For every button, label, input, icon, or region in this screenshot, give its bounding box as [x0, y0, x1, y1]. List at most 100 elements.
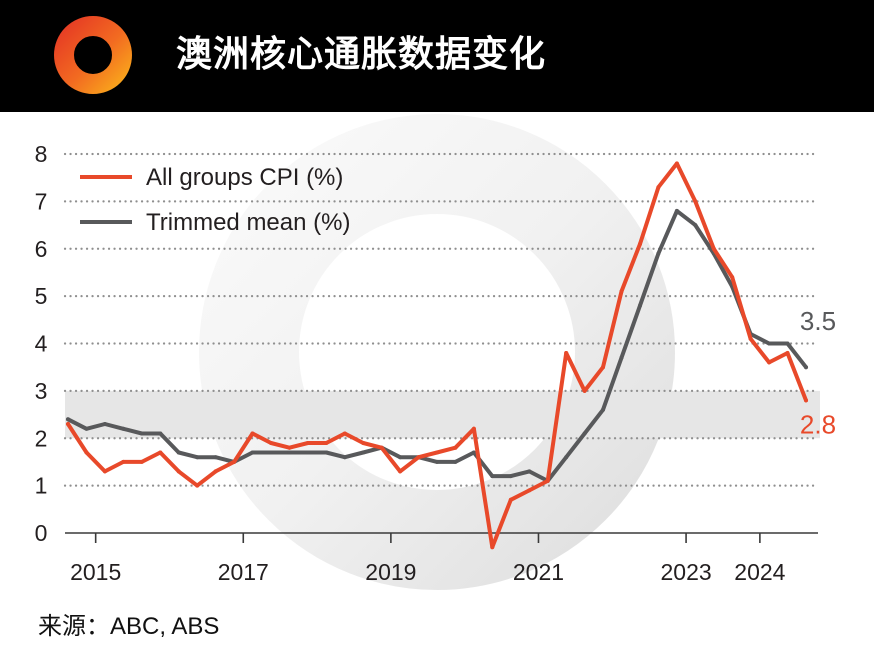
- grid-layer: [63, 152, 820, 487]
- all-groups-cpi-point: [324, 441, 329, 445]
- trimmed-mean-point: [582, 431, 587, 436]
- all-groups-cpi-point: [416, 455, 421, 460]
- all-groups-cpi-point: [435, 450, 439, 455]
- y-tick-label: 2: [35, 425, 48, 451]
- all-groups-cpi-point: [379, 445, 384, 450]
- trimmed-mean-point: [453, 459, 458, 464]
- trimmed-mean-point: [527, 469, 532, 474]
- all-groups-cpi-point: [711, 246, 716, 251]
- all-groups-cpi-point: [176, 469, 181, 474]
- all-groups-cpi-point: [674, 161, 679, 166]
- trimmed-mean-point: [213, 455, 218, 460]
- trimmed-mean-point: [84, 426, 89, 431]
- page-title: 澳洲核心通胀数据变化: [176, 34, 547, 75]
- y-tick-label: 3: [35, 378, 48, 404]
- trimmed-mean-point: [490, 474, 495, 479]
- trimmed-mean-point: [785, 341, 790, 346]
- all-groups-cpi-point: [804, 398, 808, 403]
- trimmed-mean-point: [158, 431, 163, 436]
- label-layer: 0 1 2 3 4 5 6 7 8 2015 2017 2019 2021 2023 2024 3.5 2.8: [35, 141, 836, 585]
- all-groups-cpi-point: [66, 422, 70, 426]
- all-groups-cpi-point: [527, 488, 532, 493]
- all-groups-cpi-point: [564, 351, 569, 355]
- x-tick-label: 2023: [660, 559, 711, 585]
- y-tick-label: 8: [35, 141, 48, 167]
- trimmed-mean-point: [804, 365, 808, 370]
- all-groups-cpi-point: [785, 351, 790, 355]
- y-tick-label: 5: [35, 283, 48, 309]
- all-groups-cpi-point: [139, 459, 144, 464]
- trimmed-mean-point: [195, 455, 200, 460]
- y-tick-label: 4: [35, 331, 48, 357]
- trimmed-mean-end-label: 3.5: [800, 306, 836, 336]
- all-groups-cpi-point: [619, 289, 624, 294]
- inflation-chart: All groups CPI (%) Trimmed mean (%) 0 1 2 3 4…: [35, 114, 836, 590]
- trimmed-mean-point: [250, 450, 255, 455]
- all-groups-cpi-point: [730, 275, 735, 280]
- all-groups-cpi-point: [213, 469, 218, 474]
- all-groups-cpi-point: [121, 459, 126, 464]
- legend-label-all-groups-cpi: All groups CPI (%): [146, 164, 343, 191]
- y-tick-label: 6: [35, 236, 48, 262]
- trimmed-mean-point: [305, 450, 310, 455]
- trimmed-mean-point: [102, 422, 107, 426]
- trimmed-mean-point: [693, 223, 698, 228]
- all-groups-cpi-point: [471, 426, 476, 431]
- y-tick-label: 7: [35, 188, 48, 214]
- trimmed-mean-point: [471, 450, 476, 455]
- all-groups-cpi-point: [158, 450, 163, 455]
- trimmed-mean-point: [674, 208, 679, 213]
- trimmed-mean-point: [324, 450, 329, 455]
- x-tick-label: 2021: [513, 559, 564, 585]
- all-groups-cpi-point: [508, 497, 513, 502]
- trimmed-mean-line: [66, 208, 808, 483]
- target-band: [65, 390, 820, 439]
- trimmed-mean-point: [269, 450, 273, 455]
- all-groups-cpi-end-label: 2.8: [800, 409, 836, 439]
- trimmed-mean-point: [767, 341, 772, 346]
- all-groups-cpi-point: [84, 450, 89, 455]
- trimmed-mean-point: [121, 426, 126, 431]
- all-groups-cpi-point: [453, 445, 458, 450]
- all-groups-cpi-point: [269, 441, 273, 445]
- axis-layer: [65, 532, 818, 543]
- trimmed-mean-series: [66, 208, 808, 483]
- trimmed-mean-point: [361, 450, 366, 455]
- trimmed-mean-point: [564, 455, 569, 460]
- all-groups-cpi-point: [102, 469, 107, 474]
- y-tick-label: 1: [35, 473, 48, 499]
- all-groups-cpi-point: [656, 185, 661, 190]
- header-bar: 澳洲核心通胀数据变化: [0, 0, 874, 112]
- trimmed-mean-point: [508, 474, 513, 479]
- trimmed-mean-point: [287, 450, 292, 455]
- all-groups-cpi-point: [601, 365, 605, 370]
- trimmed-mean-point: [638, 303, 642, 308]
- legend-label-trimmed-mean: Trimmed mean (%): [146, 209, 350, 236]
- source-note: 来源：ABC, ABS: [38, 613, 220, 640]
- all-groups-cpi-point: [545, 478, 550, 483]
- trimmed-mean-point: [619, 355, 624, 360]
- x-tick-label: 2024: [734, 559, 785, 585]
- ring-logo-icon: [54, 16, 132, 94]
- trimmed-mean-point: [435, 459, 439, 464]
- series-layer: [66, 161, 808, 550]
- all-groups-cpi-point: [638, 242, 642, 246]
- all-groups-cpi-point: [767, 360, 772, 365]
- all-groups-cpi-point: [287, 445, 292, 450]
- all-groups-cpi-point: [693, 199, 698, 204]
- trimmed-mean-point: [139, 431, 144, 436]
- legend: All groups CPI (%) Trimmed mean (%): [80, 164, 350, 236]
- trimmed-mean-point: [342, 455, 347, 460]
- trimmed-mean-point: [656, 251, 661, 256]
- trimmed-mean-point: [66, 417, 70, 422]
- y-tick-label: 0: [35, 520, 48, 546]
- trimmed-mean-point: [601, 407, 605, 412]
- x-tick-label: 2019: [365, 559, 416, 585]
- all-groups-cpi-point: [748, 336, 753, 341]
- all-groups-cpi-point: [195, 483, 200, 488]
- all-groups-cpi-point: [342, 431, 347, 436]
- all-groups-cpi-point: [398, 469, 403, 474]
- x-tick-label: 2015: [70, 559, 121, 585]
- x-tick-label: 2017: [218, 559, 269, 585]
- all-groups-cpi-point: [582, 388, 587, 393]
